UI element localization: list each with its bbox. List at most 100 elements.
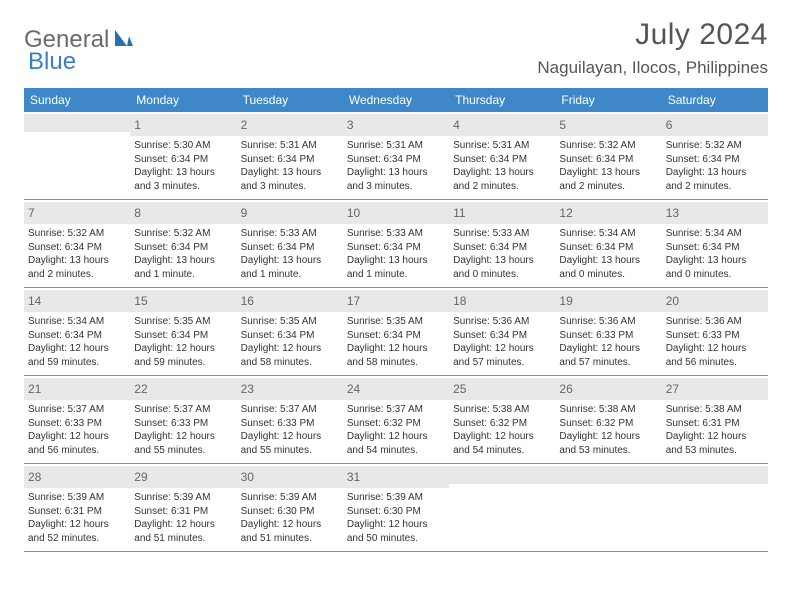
weeks-container: 1Sunrise: 5:30 AMSunset: 6:34 PMDaylight… — [24, 112, 768, 552]
sunset-text: Sunset: 6:31 PM — [28, 505, 126, 519]
sunset-text: Sunset: 6:31 PM — [666, 417, 764, 431]
day-cell: 4 Sunrise: 5:31 AMSunset: 6:34 PMDaylight… — [449, 112, 555, 199]
day-cell: 28 Sunrise: 5:39 AMSunset: 6:31 PMDayligh… — [24, 464, 130, 551]
day-info: Sunrise: 5:31 AMSunset: 6:34 PMDaylight:… — [453, 139, 551, 193]
day-info: Sunrise: 5:32 AMSunset: 6:34 PMDaylight:… — [666, 139, 764, 193]
day-number-row: 27 — [662, 378, 768, 400]
day-number-row: 28 — [24, 466, 130, 488]
day-number-row — [662, 466, 768, 484]
day-number-row: 18 — [449, 290, 555, 312]
daylight-text: Daylight: 12 hours and 54 minutes. — [453, 430, 551, 457]
day-number-row: 19 — [555, 290, 661, 312]
day-cell: 18Sunrise: 5:36 AMSunset: 6:34 PMDayligh… — [449, 288, 555, 375]
sunrise-text: Sunrise: 5:39 AM — [241, 491, 339, 505]
day-info: Sunrise: 5:35 AMSunset: 6:34 PMDaylight:… — [241, 315, 339, 369]
day-cell: 11Sunrise: 5:33 AMSunset: 6:34 PMDayligh… — [449, 200, 555, 287]
sunrise-text: Sunrise: 5:34 AM — [666, 227, 764, 241]
day-cell: 13Sunrise: 5:34 AMSunset: 6:34 PMDayligh… — [662, 200, 768, 287]
day-number-row: 6 — [662, 114, 768, 136]
day-info: Sunrise: 5:36 AMSunset: 6:33 PMDaylight:… — [559, 315, 657, 369]
daylight-text: Daylight: 13 hours and 2 minutes. — [453, 166, 551, 193]
sunset-text: Sunset: 6:34 PM — [241, 153, 339, 167]
sunset-text: Sunset: 6:34 PM — [559, 241, 657, 255]
day-number-row: 13 — [662, 202, 768, 224]
day-number-row: 23 — [237, 378, 343, 400]
day-number: 23 — [241, 382, 254, 396]
day-cell: 24Sunrise: 5:37 AMSunset: 6:32 PMDayligh… — [343, 376, 449, 463]
sunrise-text: Sunrise: 5:36 AM — [666, 315, 764, 329]
weekday-header: Saturday — [662, 88, 768, 112]
sunset-text: Sunset: 6:34 PM — [453, 241, 551, 255]
daylight-text: Daylight: 12 hours and 56 minutes. — [666, 342, 764, 369]
sunrise-text: Sunrise: 5:39 AM — [347, 491, 445, 505]
sunset-text: Sunset: 6:30 PM — [347, 505, 445, 519]
daylight-text: Daylight: 12 hours and 55 minutes. — [241, 430, 339, 457]
daylight-text: Daylight: 13 hours and 3 minutes. — [134, 166, 232, 193]
day-info: Sunrise: 5:37 AMSunset: 6:33 PMDaylight:… — [134, 403, 232, 457]
sunrise-text: Sunrise: 5:36 AM — [559, 315, 657, 329]
day-number: 22 — [134, 382, 147, 396]
day-number-row: 17 — [343, 290, 449, 312]
day-cell — [662, 464, 768, 551]
day-cell: 16 Sunrise: 5:35 AMSunset: 6:34 PMDayligh… — [237, 288, 343, 375]
day-info: Sunrise: 5:33 AMSunset: 6:34 PMDaylight:… — [241, 227, 339, 281]
day-info: Sunrise: 5:38 AMSunset: 6:32 PMDaylight:… — [453, 403, 551, 457]
daylight-text: Daylight: 12 hours and 56 minutes. — [28, 430, 126, 457]
day-cell: 3Sunrise: 5:31 AMSunset: 6:34 PMDaylight… — [343, 112, 449, 199]
sunrise-text: Sunrise: 5:34 AM — [28, 315, 126, 329]
day-number: 19 — [559, 294, 572, 308]
sunrise-text: Sunrise: 5:31 AM — [453, 139, 551, 153]
daylight-text: Daylight: 13 hours and 3 minutes. — [241, 166, 339, 193]
day-info: Sunrise: 5:33 AMSunset: 6:34 PMDaylight:… — [453, 227, 551, 281]
day-number-row — [24, 114, 130, 132]
day-number: 1 — [134, 118, 141, 132]
day-number-row: 29 — [130, 466, 236, 488]
week-row: 1Sunrise: 5:30 AMSunset: 6:34 PMDaylight… — [24, 112, 768, 200]
day-info: Sunrise: 5:37 AMSunset: 6:33 PMDaylight:… — [28, 403, 126, 457]
day-number-row: 25 — [449, 378, 555, 400]
sunset-text: Sunset: 6:34 PM — [241, 329, 339, 343]
day-number: 4 — [453, 118, 460, 132]
day-cell — [24, 112, 130, 199]
sunrise-text: Sunrise: 5:32 AM — [28, 227, 126, 241]
day-number: 13 — [666, 206, 679, 220]
daylight-text: Daylight: 13 hours and 1 minute. — [347, 254, 445, 281]
sunset-text: Sunset: 6:34 PM — [666, 241, 764, 255]
day-number: 28 — [28, 470, 41, 484]
daylight-text: Daylight: 13 hours and 1 minute. — [241, 254, 339, 281]
day-cell: 7Sunrise: 5:32 AMSunset: 6:34 PMDaylight… — [24, 200, 130, 287]
sunset-text: Sunset: 6:32 PM — [347, 417, 445, 431]
sunrise-text: Sunrise: 5:37 AM — [28, 403, 126, 417]
day-cell: 5Sunrise: 5:32 AMSunset: 6:34 PMDaylight… — [555, 112, 661, 199]
day-number: 7 — [28, 206, 35, 220]
day-cell: 29Sunrise: 5:39 AMSunset: 6:31 PMDayligh… — [130, 464, 236, 551]
sunrise-text: Sunrise: 5:35 AM — [347, 315, 445, 329]
day-number: 5 — [559, 118, 566, 132]
day-number-row: 3 — [343, 114, 449, 136]
sunset-text: Sunset: 6:33 PM — [666, 329, 764, 343]
day-info: Sunrise: 5:39 AMSunset: 6:31 PMDaylight:… — [28, 491, 126, 545]
sunrise-text: Sunrise: 5:38 AM — [666, 403, 764, 417]
day-info: Sunrise: 5:33 AMSunset: 6:34 PMDaylight:… — [347, 227, 445, 281]
calendar: SundayMondayTuesdayWednesdayThursdayFrid… — [24, 88, 768, 552]
sail-icon — [113, 28, 135, 53]
weekday-header: Friday — [555, 88, 661, 112]
day-info: Sunrise: 5:37 AMSunset: 6:33 PMDaylight:… — [241, 403, 339, 457]
day-number-row: 16 — [237, 290, 343, 312]
day-number: 6 — [666, 118, 673, 132]
weekday-header: Tuesday — [237, 88, 343, 112]
day-number: 17 — [347, 294, 360, 308]
location-label: Naguilayan, Ilocos, Philippines — [537, 58, 768, 78]
day-info: Sunrise: 5:35 AMSunset: 6:34 PMDaylight:… — [134, 315, 232, 369]
sunset-text: Sunset: 6:34 PM — [134, 241, 232, 255]
sunrise-text: Sunrise: 5:31 AM — [241, 139, 339, 153]
month-title: July 2024 — [537, 18, 768, 52]
day-number: 8 — [134, 206, 141, 220]
sunset-text: Sunset: 6:34 PM — [28, 329, 126, 343]
sunset-text: Sunset: 6:34 PM — [453, 153, 551, 167]
sunrise-text: Sunrise: 5:33 AM — [453, 227, 551, 241]
brand-part2: Blue — [28, 48, 76, 75]
day-number: 9 — [241, 206, 248, 220]
day-info: Sunrise: 5:32 AMSunset: 6:34 PMDaylight:… — [134, 227, 232, 281]
day-number: 12 — [559, 206, 572, 220]
